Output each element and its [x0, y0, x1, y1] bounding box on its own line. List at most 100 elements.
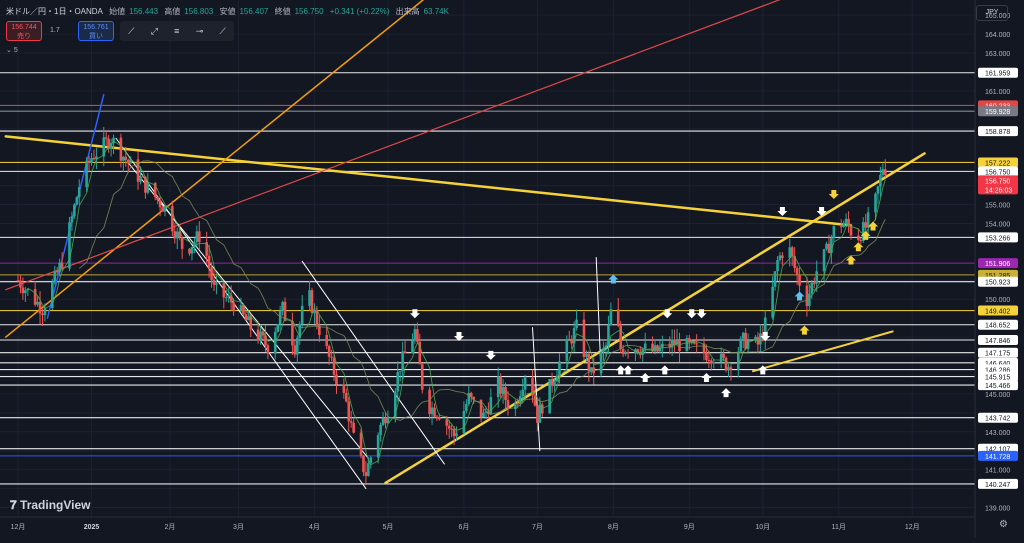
arrow-up-icon — [757, 365, 768, 375]
indicator-toggle[interactable]: ⌄ 5 — [6, 46, 18, 54]
candle-body — [77, 187, 81, 198]
candle-body — [499, 376, 502, 394]
candle-body — [175, 231, 179, 239]
candle-body — [158, 199, 162, 208]
level-badge — [978, 67, 1018, 78]
candle-body — [310, 290, 314, 313]
candle-body — [521, 389, 524, 397]
candle-body — [506, 400, 510, 409]
level-badge-label: 158.878 — [985, 129, 1010, 136]
candle-body — [330, 356, 333, 358]
candle-body — [215, 283, 218, 285]
brand-name: TradingView — [20, 498, 91, 512]
time-axis[interactable]: 12月 2025 2月 3月 4月 5月 6月 7月 8月 9月 10月 11月 12月 — [11, 523, 920, 531]
symbol-title[interactable]: 米ドル／円・1日・OANDA — [6, 7, 103, 16]
extended-line-tool-icon[interactable]: ⟋ — [219, 25, 226, 36]
candle-body — [536, 405, 539, 423]
arrow-up-icon — [615, 365, 626, 375]
candle-body — [504, 386, 507, 401]
trend-line-tool-icon[interactable]: ⟋ — [128, 25, 135, 36]
candle-body — [55, 270, 59, 273]
spread-value: 1.7 — [50, 27, 60, 34]
candle-body — [839, 226, 843, 228]
level-badge — [978, 305, 1018, 316]
candle-body — [136, 159, 140, 182]
candle-body — [489, 397, 493, 415]
tv-logo-icon: 𝟕 — [10, 498, 17, 512]
trend-line — [301, 260, 445, 465]
candle-body — [531, 377, 534, 396]
candle-body — [675, 339, 679, 345]
level-badge-label: 151.906 — [985, 261, 1010, 268]
candle-body — [229, 295, 233, 303]
candle-body — [195, 231, 199, 243]
open-label: 始値 — [109, 7, 126, 16]
price-axis[interactable]: 139.000 141.000 143.000 145.000 150.000 154.0… — [978, 13, 1018, 513]
candle-body — [866, 212, 870, 228]
x-tick-label: 12月 — [11, 523, 26, 531]
arrow-down-icon — [816, 206, 827, 216]
sell-button[interactable]: 156.744 売り — [6, 21, 42, 41]
candle-body — [38, 301, 42, 314]
level-badge — [978, 347, 1018, 358]
candle-body — [396, 372, 400, 392]
candle-body — [315, 310, 319, 326]
candle-body — [847, 218, 850, 227]
candle-body — [291, 320, 294, 346]
candle-body — [347, 401, 351, 422]
candle-body — [418, 341, 422, 365]
candle-body — [264, 335, 267, 346]
arrow-up-icon — [623, 365, 634, 375]
candle-body — [447, 425, 451, 429]
arrow-up-icon — [701, 372, 712, 382]
horizontal-ray-tool-icon[interactable]: ⊸ — [195, 25, 204, 36]
y-tick-label: 164.000 — [985, 32, 1010, 39]
candle-body — [533, 395, 537, 406]
sell-price: 156.744 — [11, 24, 37, 31]
high-label: 高値 — [164, 7, 181, 16]
candle-body — [60, 262, 64, 269]
arrow-down-icon — [485, 350, 496, 360]
x-tick-label: 9月 — [684, 523, 695, 531]
candle-body — [367, 463, 370, 477]
candle-body — [43, 308, 47, 316]
candle-body — [438, 417, 441, 420]
candle-body — [550, 379, 554, 386]
arrow-up-icon — [721, 388, 732, 398]
candle-body — [41, 313, 44, 316]
candle-body — [565, 338, 569, 362]
candle-body — [146, 182, 150, 193]
candle-body — [812, 282, 816, 284]
candle-body — [639, 352, 642, 355]
arrow-down-icon — [454, 331, 464, 341]
currency-badge[interactable]: JPY — [976, 5, 1008, 21]
level-badge-label: 149.402 — [985, 309, 1010, 316]
chevron-down-icon: ⌄ — [6, 47, 12, 54]
candle-body — [541, 404, 544, 414]
candle-body — [188, 248, 191, 254]
parallel-channel-tool-icon[interactable]: ≡ — [174, 26, 180, 36]
candle-body — [668, 343, 671, 348]
candle-body — [518, 396, 522, 405]
gear-icon[interactable]: ⚙ — [999, 519, 1008, 530]
candle-body — [283, 301, 287, 321]
candle-body — [514, 403, 517, 409]
candle-body — [462, 410, 466, 434]
candle-body — [171, 206, 174, 232]
candle-body — [445, 419, 449, 426]
open-value: 156.443 — [129, 7, 159, 16]
ray-tool-icon[interactable]: ⤢ — [150, 25, 158, 36]
candle-body — [793, 256, 796, 268]
candle-body — [452, 428, 456, 437]
candle-body — [180, 237, 184, 249]
candle-body — [87, 160, 91, 163]
level-badge — [978, 335, 1018, 346]
candle-body — [352, 422, 355, 433]
buy-button[interactable]: 156.761 買い — [78, 21, 114, 41]
candle-body — [21, 287, 25, 294]
candle-body — [53, 270, 57, 283]
tradingview-logo: 𝟕 TradingView — [10, 498, 91, 513]
x-tick-label: 8月 — [608, 523, 619, 531]
